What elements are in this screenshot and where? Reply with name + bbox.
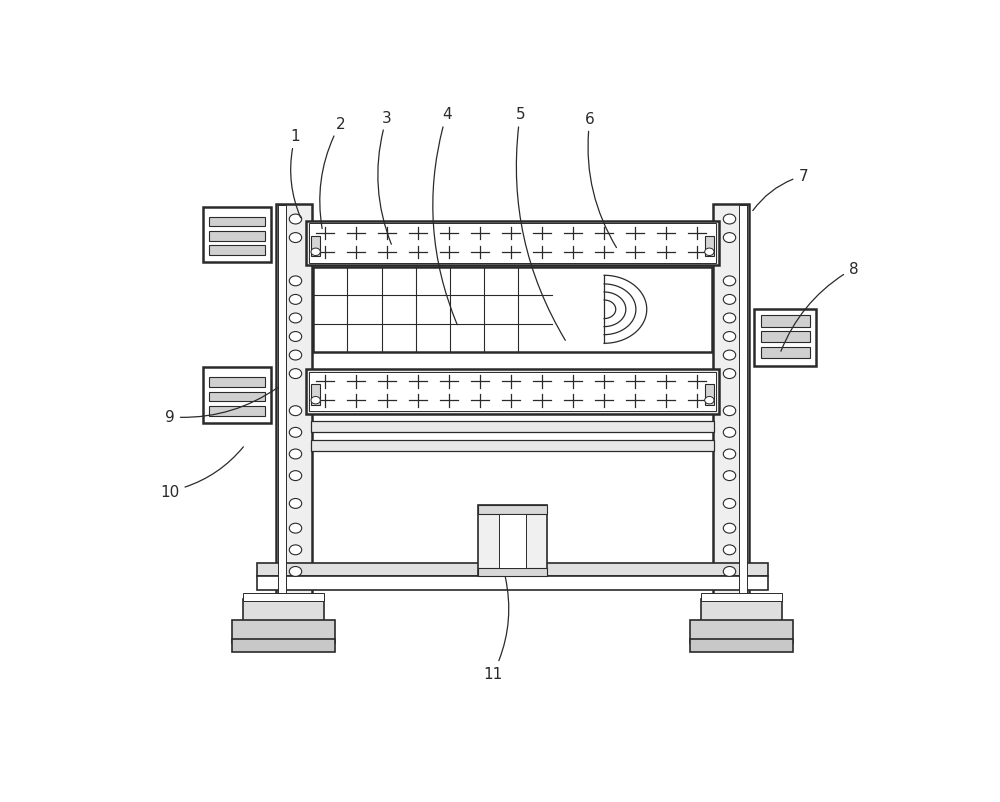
Circle shape [723, 545, 736, 555]
Circle shape [723, 427, 736, 438]
Circle shape [289, 499, 302, 508]
Bar [311, 422, 714, 433]
Bar [309, 372, 716, 411]
Circle shape [723, 233, 736, 243]
Bar [311, 440, 714, 452]
Text: 1: 1 [291, 129, 301, 218]
Circle shape [723, 407, 736, 416]
Circle shape [723, 215, 736, 225]
Bar [478, 506, 547, 514]
Circle shape [723, 499, 736, 508]
Bar [701, 593, 782, 601]
Circle shape [289, 277, 302, 286]
Circle shape [289, 295, 302, 305]
Text: 8: 8 [781, 261, 858, 352]
Bar [761, 316, 810, 327]
Bar [202, 368, 271, 423]
Bar [209, 217, 264, 227]
Bar [306, 370, 719, 415]
Circle shape [705, 249, 714, 256]
Bar [313, 267, 712, 353]
Bar [761, 347, 810, 358]
Circle shape [289, 314, 302, 323]
Circle shape [289, 407, 302, 416]
Bar [713, 205, 749, 600]
Circle shape [289, 369, 302, 379]
Text: 9: 9 [165, 388, 278, 425]
Circle shape [723, 449, 736, 460]
Bar [761, 331, 810, 342]
Bar [690, 621, 793, 642]
Circle shape [723, 369, 736, 379]
Bar [754, 310, 816, 366]
Text: 5: 5 [515, 107, 565, 341]
Bar [478, 568, 547, 577]
Bar [309, 224, 716, 264]
Bar [209, 232, 264, 241]
Bar [690, 640, 793, 652]
Circle shape [723, 314, 736, 323]
Circle shape [289, 332, 302, 342]
Bar [701, 599, 782, 622]
Bar [209, 407, 264, 416]
Circle shape [289, 215, 302, 225]
Text: 3: 3 [378, 111, 392, 245]
Circle shape [289, 449, 302, 460]
Bar [705, 237, 714, 257]
Bar [232, 640, 335, 652]
Circle shape [723, 332, 736, 342]
Text: 6: 6 [585, 111, 616, 249]
Bar [311, 237, 320, 257]
Text: 11: 11 [484, 577, 509, 681]
Bar [243, 593, 324, 601]
Circle shape [289, 524, 302, 533]
Bar [232, 621, 335, 642]
Circle shape [705, 397, 714, 404]
Circle shape [311, 397, 320, 404]
Bar [257, 577, 768, 590]
Circle shape [723, 524, 736, 533]
Bar [276, 205, 312, 600]
Bar [311, 385, 320, 405]
Text: 2: 2 [320, 116, 345, 229]
Bar [209, 392, 264, 402]
Bar [739, 206, 747, 597]
Circle shape [289, 471, 302, 481]
Circle shape [723, 277, 736, 286]
Bar [705, 385, 714, 405]
Bar [306, 221, 719, 266]
Bar [499, 514, 526, 568]
Circle shape [289, 350, 302, 361]
Bar [278, 206, 286, 597]
Text: 7: 7 [753, 169, 808, 211]
Bar [209, 245, 264, 256]
Circle shape [289, 545, 302, 555]
Circle shape [289, 427, 302, 438]
Circle shape [311, 249, 320, 256]
Bar [209, 378, 264, 387]
Bar [243, 599, 324, 622]
Bar [478, 506, 547, 577]
Bar [202, 208, 271, 263]
Circle shape [289, 567, 302, 577]
Text: 4: 4 [433, 107, 457, 326]
Text: 10: 10 [160, 448, 243, 499]
Circle shape [723, 567, 736, 577]
Bar [257, 563, 768, 577]
Circle shape [723, 471, 736, 481]
Circle shape [723, 295, 736, 305]
Circle shape [289, 233, 302, 243]
Circle shape [723, 350, 736, 361]
